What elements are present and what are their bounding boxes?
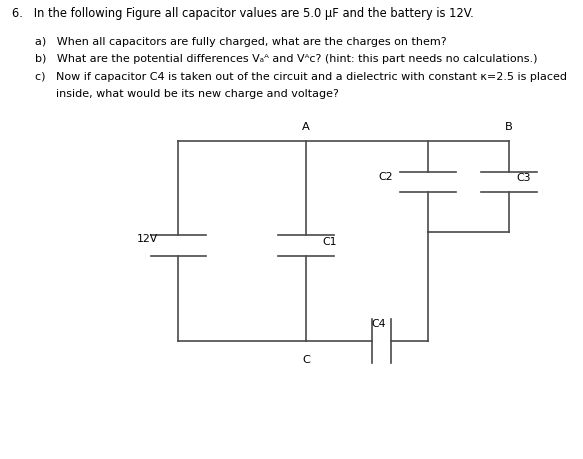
Text: C3: C3 bbox=[516, 173, 531, 183]
Text: 6.   In the following Figure all capacitor values are 5.0 μF and the battery is : 6. In the following Figure all capacitor… bbox=[12, 7, 473, 20]
Text: C1: C1 bbox=[322, 237, 337, 247]
Text: B: B bbox=[505, 123, 513, 132]
Text: C4: C4 bbox=[371, 319, 386, 329]
Text: C2: C2 bbox=[378, 172, 393, 182]
Text: 12V: 12V bbox=[137, 234, 158, 244]
Text: inside, what would be its new charge and voltage?: inside, what would be its new charge and… bbox=[35, 89, 339, 99]
Text: a)   When all capacitors are fully charged, what are the charges on them?: a) When all capacitors are fully charged… bbox=[35, 37, 447, 47]
Text: A: A bbox=[302, 123, 310, 132]
Text: b)   What are the potential differences Vₐᴬ and Vᴬᴄ? (hint: this part needs no c: b) What are the potential differences Vₐ… bbox=[35, 54, 538, 64]
Text: c)   Now if capacitor C4 is taken out of the circuit and a dielectric with const: c) Now if capacitor C4 is taken out of t… bbox=[35, 72, 567, 82]
Text: C: C bbox=[302, 355, 310, 365]
